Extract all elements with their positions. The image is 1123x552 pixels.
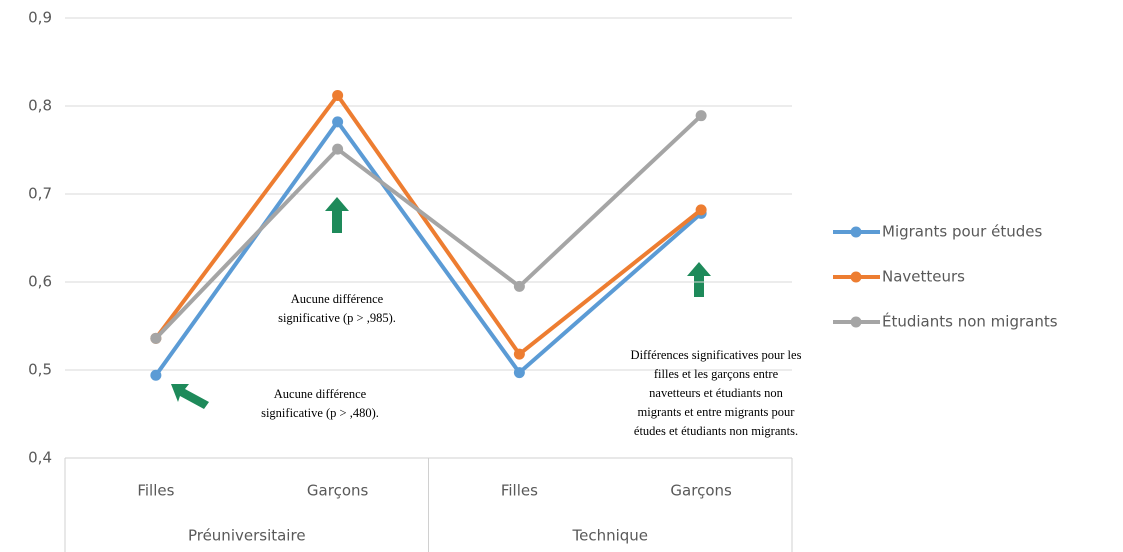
x-tick-label: Garçons	[307, 482, 369, 500]
series-line	[154, 119, 703, 377]
annotation: Aucune différence	[291, 292, 384, 306]
legend-label: Migrants pour études	[882, 223, 1042, 241]
legend-marker	[850, 316, 862, 328]
arrow-up	[325, 197, 349, 233]
y-tick-label: 0,5	[28, 361, 52, 379]
annotation: Différences significatives pour les	[631, 348, 802, 362]
legend-label: Navetteurs	[882, 268, 965, 286]
arrow-diagonal	[171, 384, 209, 409]
annotation: migrants et entre migrants pour	[638, 405, 796, 419]
point	[332, 89, 344, 101]
point	[513, 280, 525, 292]
point	[513, 348, 525, 360]
x-tick-label: Filles	[501, 482, 538, 500]
arrows	[171, 197, 711, 409]
point	[332, 116, 344, 128]
annotation: navetteurs et étudiants non	[649, 386, 783, 400]
point	[695, 110, 707, 122]
point	[695, 204, 707, 216]
point	[150, 369, 162, 381]
point	[150, 332, 162, 344]
legend-marker	[850, 226, 862, 238]
y-tick-label: 0,4	[28, 449, 52, 467]
series-line	[154, 93, 703, 357]
annotation: filles et les garçons entre	[654, 367, 779, 381]
annotation: Aucune différence	[274, 387, 367, 401]
y-tick-label: 0,8	[28, 97, 52, 115]
y-tick-label: 0,7	[28, 185, 52, 203]
series-line	[154, 114, 703, 340]
group-label: Technique	[571, 527, 648, 545]
x-tick-label: Garçons	[670, 482, 732, 500]
point	[332, 143, 344, 155]
group-label: Préuniversitaire	[188, 527, 306, 545]
arrow-up	[687, 262, 711, 297]
point	[513, 367, 525, 379]
annotation: études et étudiants non migrants.	[634, 424, 798, 438]
legend-label: Étudiants non migrants	[882, 312, 1058, 331]
y-tick-label: 0,6	[28, 273, 52, 291]
y-tick-label: 0,9	[28, 9, 52, 27]
x-tick-label: Filles	[137, 482, 174, 500]
legend-marker	[850, 271, 862, 283]
annotation: significative (p > ,985).	[278, 311, 396, 325]
annotation: significative (p > ,480).	[261, 406, 379, 420]
